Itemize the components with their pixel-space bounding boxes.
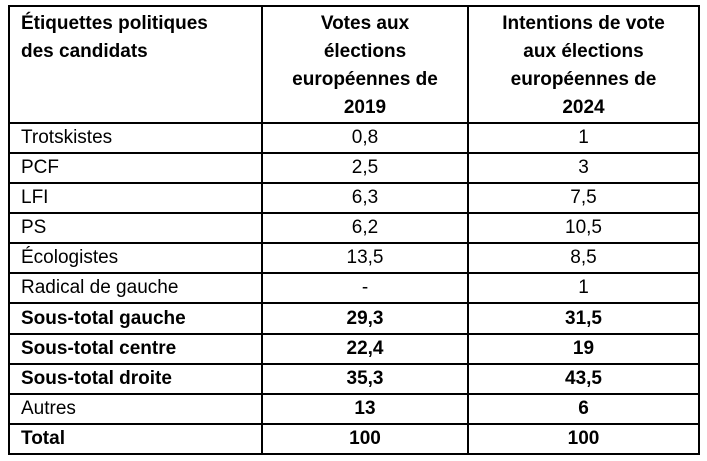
table-row: Trotskistes 0,8 1 — [8, 121, 700, 155]
table-row-subtotal-centre: Sous-total centre 22,4 19 — [8, 332, 700, 365]
cell-label: LFI — [8, 182, 263, 215]
cell-label: Trotskistes — [8, 121, 263, 155]
table-row-total: Total 100 100 — [8, 422, 700, 456]
cell-votes-2019: 6,2 — [261, 212, 469, 245]
cell-label: Total — [8, 422, 263, 456]
header-votes-2019: Votes aux élections européennes de 2019 — [261, 5, 469, 124]
table-row-subtotal-droite: Sous-total droite 35,3 43,5 — [8, 362, 700, 395]
cell-votes-2019: 13 — [261, 392, 469, 425]
cell-intentions-2024: 10,5 — [467, 212, 700, 245]
header-votes-2019-text: Votes aux élections européennes de 2019 — [292, 13, 438, 118]
table-row-subtotal-gauche: Sous-total gauche 29,3 31,5 — [8, 302, 700, 335]
cell-label: Sous-total centre — [8, 332, 263, 365]
cell-votes-2019: 0,8 — [261, 121, 469, 155]
table-row: PS 6,2 10,5 — [8, 212, 700, 245]
cell-votes-2019: 29,3 — [261, 302, 469, 335]
header-etiquettes: Étiquettes politiques des candidats — [8, 5, 263, 124]
cell-intentions-2024: 100 — [467, 422, 700, 456]
header-row: Étiquettes politiques des candidats Vote… — [8, 5, 700, 124]
cell-intentions-2024: 3 — [467, 152, 700, 185]
cell-intentions-2024: 7,5 — [467, 182, 700, 215]
cell-label: Radical de gauche — [8, 272, 263, 305]
table-row: Écologistes 13,5 8,5 — [8, 242, 700, 275]
cell-intentions-2024: 19 — [467, 332, 700, 365]
cell-intentions-2024: 6 — [467, 392, 700, 425]
cell-intentions-2024: 8,5 — [467, 242, 700, 275]
table-row: PCF 2,5 3 — [8, 152, 700, 185]
cell-intentions-2024: 1 — [467, 121, 700, 155]
cell-intentions-2024: 31,5 — [467, 302, 700, 335]
cell-votes-2019: 6,3 — [261, 182, 469, 215]
cell-votes-2019: - — [261, 272, 469, 305]
cell-votes-2019: 22,4 — [261, 332, 469, 365]
cell-label: Sous-total gauche — [8, 302, 263, 335]
table-row: Radical de gauche - 1 — [8, 272, 700, 305]
table-row-autres: Autres 13 6 — [8, 392, 700, 425]
cell-label: Sous-total droite — [8, 362, 263, 395]
political-labels-table: Étiquettes politiques des candidats Vote… — [8, 5, 700, 456]
header-etiquettes-text: Étiquettes politiques des candidats — [21, 13, 208, 62]
cell-label: PCF — [8, 152, 263, 185]
cell-intentions-2024: 43,5 — [467, 362, 700, 395]
cell-votes-2019: 2,5 — [261, 152, 469, 185]
cell-label: Autres — [8, 392, 263, 425]
cell-intentions-2024: 1 — [467, 272, 700, 305]
cell-votes-2019: 35,3 — [261, 362, 469, 395]
cell-label: Écologistes — [8, 242, 263, 275]
cell-votes-2019: 13,5 — [261, 242, 469, 275]
cell-label: PS — [8, 212, 263, 245]
table-row: LFI 6,3 7,5 — [8, 182, 700, 215]
header-intentions-2024-text: Intentions de vote aux élections europée… — [502, 13, 665, 118]
header-intentions-2024: Intentions de vote aux élections europée… — [467, 5, 700, 124]
cell-votes-2019: 100 — [261, 422, 469, 456]
